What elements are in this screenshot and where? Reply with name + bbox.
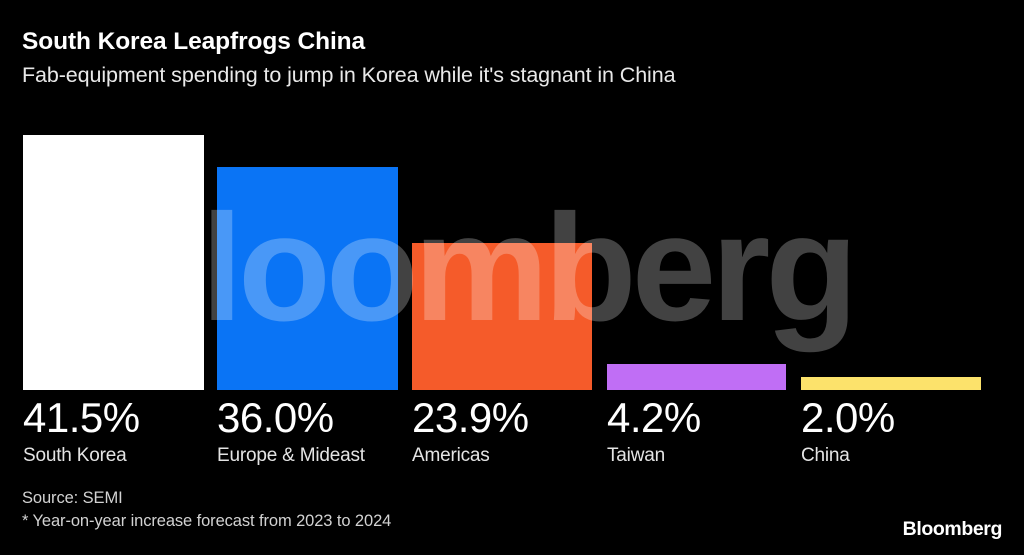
bar-value-label: 41.5% (23, 394, 140, 441)
bar-category-label: Taiwan (607, 445, 665, 466)
bar-europe-mideast (217, 167, 398, 390)
label-group-taiwan: 4.2% Taiwan (607, 392, 701, 468)
label-group-china: 2.0% China (801, 392, 895, 468)
bar-value-label: 23.9% (412, 394, 529, 441)
bar-china (801, 377, 981, 390)
bar-value-label: 4.2% (607, 394, 701, 441)
bar-category-label: China (801, 445, 850, 466)
bloomberg-logo: Bloomberg (902, 518, 1003, 540)
page-title: South Korea Leapfrogs China (22, 28, 366, 55)
bar-category-label: Americas (412, 445, 490, 466)
headline-block: South Korea Leapfrogs China Fab-equipmen… (22, 27, 982, 89)
bar-americas (412, 243, 592, 390)
bar-value-label: 2.0% (801, 394, 895, 441)
footer-notes: Source: SEMI * Year-on-year increase for… (22, 487, 391, 533)
bar-category-label: South Korea (23, 445, 127, 466)
label-group-europe-mideast: 36.0% Europe & Mideast (217, 392, 365, 468)
plot-area (23, 135, 981, 390)
bar-labels-row: 41.5% South Korea 36.0% Europe & Mideast 23.… (0, 392, 1024, 482)
label-group-south-korea: 41.5% South Korea (23, 392, 140, 468)
chart-subtitle: Fab-equipment spending to jump in Korea … (22, 63, 676, 87)
label-group-americas: 23.9% Americas (412, 392, 529, 468)
forecast-note: * Year-on-year increase forecast from 20… (22, 512, 392, 530)
bar-category-label: Europe & Mideast (217, 445, 365, 466)
bar-value-label: 36.0% (217, 394, 334, 441)
bar-taiwan (607, 364, 786, 390)
source-note: Source: SEMI (22, 489, 123, 507)
bar-south-korea (23, 135, 204, 390)
